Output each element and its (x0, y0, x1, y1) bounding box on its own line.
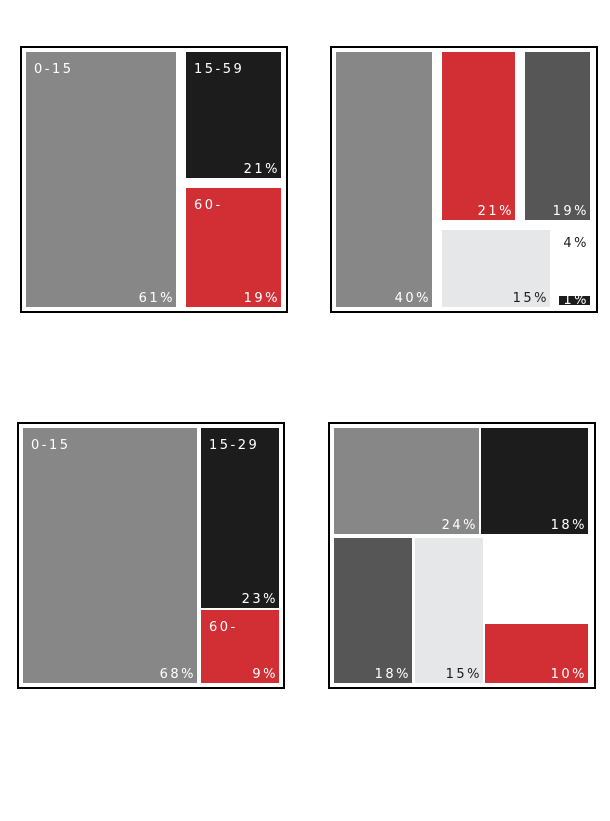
percent-label-4-1: 24% (442, 518, 478, 533)
tile-2-3 (525, 52, 590, 220)
percent-label-1-3: 19% (244, 291, 280, 306)
treemap-2: 40% 21% 19% 15% 4% 1% (336, 52, 590, 308)
group-label-3-2: 15-29 (209, 438, 259, 453)
treemap-panel-2: 40% 21% 19% 15% 4% 1% (330, 46, 598, 313)
percent-label-4-5: 10% (551, 667, 587, 682)
percent-label-2-2: 21% (478, 204, 514, 219)
group-label-1-3: 60- (194, 198, 223, 213)
treemap-1: 0-15 61% 15-59 21% 60- 19% (26, 52, 281, 307)
tile-3-3 (201, 610, 279, 683)
tile-4-3 (334, 538, 412, 683)
group-label-3-1: 0-15 (31, 438, 71, 453)
tile-2-5 (552, 230, 590, 292)
percent-label-2-1: 40% (395, 291, 431, 306)
percent-label-2-6: 1% (563, 293, 589, 308)
percent-label-4-3: 18% (375, 667, 411, 682)
treemap-panel-3: 0-15 68% 15-29 23% 60- 9% (17, 422, 285, 689)
tile-4-2 (481, 428, 588, 534)
percent-label-1-1: 61% (139, 291, 175, 306)
tile-1-2 (186, 52, 281, 178)
group-label-3-3: 60- (209, 620, 238, 635)
group-label-1-1: 0-15 (34, 62, 74, 77)
percent-label-2-4: 15% (513, 291, 549, 306)
tile-2-2 (442, 52, 515, 220)
tile-2-4 (442, 230, 550, 307)
percent-label-3-3: 9% (252, 667, 278, 682)
tile-4-5 (485, 624, 588, 683)
percent-label-1-2: 21% (244, 162, 280, 177)
percent-label-3-1: 68% (160, 667, 196, 682)
percent-label-4-4: 15% (446, 667, 482, 682)
treemap-panel-1: 0-15 61% 15-59 21% 60- 19% (20, 46, 288, 313)
tile-2-6 (559, 296, 590, 305)
tile-4-4 (415, 538, 483, 683)
tile-2-1 (336, 52, 432, 307)
tile-4-1 (334, 428, 479, 534)
group-label-1-2: 15-59 (194, 62, 244, 77)
treemap-3: 0-15 68% 15-29 23% 60- 9% (23, 428, 279, 683)
tile-3-2 (201, 428, 279, 608)
percent-label-4-2: 18% (551, 518, 587, 533)
percent-label-3-2: 23% (242, 592, 278, 607)
percent-label-2-3: 19% (553, 204, 589, 219)
treemap-4: 24% 18% 18% 15% 10% (334, 428, 588, 683)
percent-label-2-5: 4% (563, 236, 589, 251)
tile-3-1 (23, 428, 197, 683)
tile-1-1 (26, 52, 176, 307)
treemap-panel-4: 24% 18% 18% 15% 10% (328, 422, 596, 689)
tile-1-3 (186, 188, 281, 307)
